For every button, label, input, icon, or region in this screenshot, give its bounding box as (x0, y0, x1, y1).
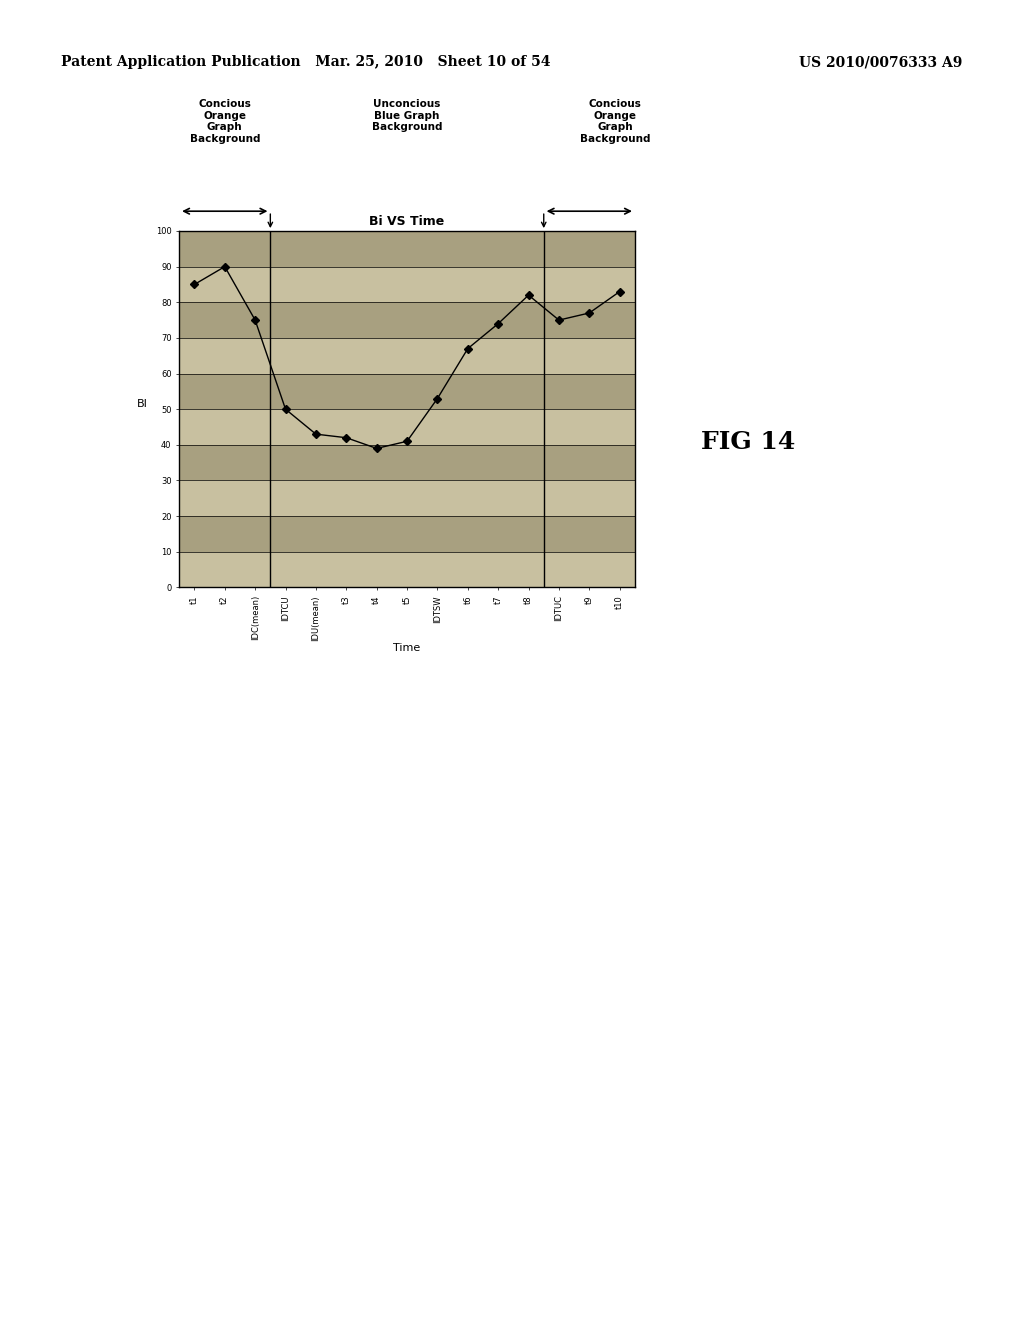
Text: Unconcious
Blue Graph
Background: Unconcious Blue Graph Background (372, 99, 442, 132)
Bar (179, 445, 635, 480)
Text: FIG 14: FIG 14 (701, 430, 796, 454)
Bar (179, 480, 635, 516)
Text: US 2010/0076333 A9: US 2010/0076333 A9 (799, 55, 963, 70)
Title: Bi VS Time: Bi VS Time (370, 215, 444, 228)
Y-axis label: BI: BI (136, 399, 147, 409)
Bar (179, 409, 635, 445)
Bar (179, 231, 635, 267)
Bar (179, 516, 635, 552)
Bar (179, 302, 635, 338)
Text: Concious
Orange
Graph
Background: Concious Orange Graph Background (580, 99, 650, 144)
Bar (179, 267, 635, 302)
Bar (179, 552, 635, 587)
Bar (179, 338, 635, 374)
Bar (179, 374, 635, 409)
X-axis label: Time: Time (393, 643, 421, 653)
Text: Concious
Orange
Graph
Background: Concious Orange Graph Background (189, 99, 260, 144)
Text: Patent Application Publication   Mar. 25, 2010   Sheet 10 of 54: Patent Application Publication Mar. 25, … (61, 55, 551, 70)
